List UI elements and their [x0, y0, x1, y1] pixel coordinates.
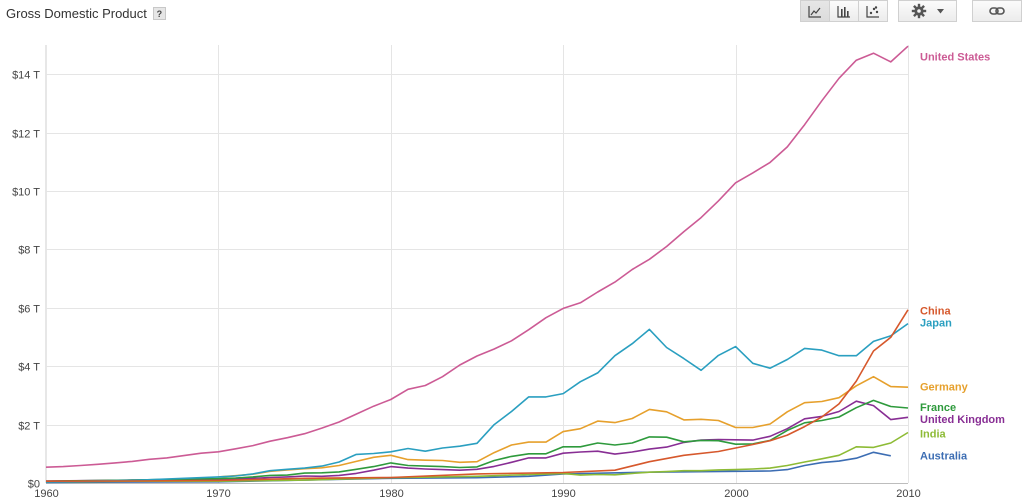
y-tick-label: $6 T: [18, 304, 40, 316]
y-tick-label: $12 T: [12, 129, 40, 141]
scatter-chart-button[interactable]: [859, 0, 888, 22]
x-tick-label: 1960: [34, 488, 58, 500]
series-line-united-states: [45, 45, 909, 468]
y-tick-label: $2 T: [18, 421, 40, 433]
series-label-japan: Japan: [920, 317, 952, 329]
link-menu: [972, 0, 1022, 22]
x-tick-label: 1980: [379, 488, 403, 500]
y-tick-label: $8 T: [18, 245, 40, 257]
series-line-france: [45, 399, 909, 482]
page-title: Gross Domestic Product: [6, 5, 147, 21]
series-line-china: [45, 309, 909, 482]
y-tick-label: $14 T: [12, 70, 40, 82]
series-line-germany: [218, 375, 909, 478]
series-line-india: [45, 431, 909, 483]
caret-down-icon: [937, 8, 944, 13]
series-label-france: France: [920, 402, 956, 414]
series-line-japan: [45, 322, 909, 483]
series-label-united-states: United States: [920, 52, 990, 64]
y-tick-label: $0: [28, 479, 40, 491]
x-tick-label: 2010: [896, 488, 920, 500]
line-chart-icon: [808, 5, 821, 18]
x-tick-label: 1990: [551, 488, 575, 500]
help-button[interactable]: ?: [152, 6, 166, 20]
gear-icon: [911, 3, 927, 19]
link-button[interactable]: [972, 0, 1022, 22]
series-label-germany: Germany: [920, 382, 969, 394]
chart-type-switcher: [800, 0, 888, 22]
series-line-united-kingdom: [45, 400, 909, 482]
series-label-china: China: [920, 306, 951, 318]
bar-chart-button[interactable]: [830, 0, 859, 22]
x-tick-label: 1970: [206, 488, 230, 500]
link-icon: [989, 7, 1005, 15]
bar-chart-icon: [837, 5, 850, 18]
x-tick-label: 2000: [724, 488, 748, 500]
chart-header: Gross Domestic Product ?: [6, 4, 166, 22]
scatter-chart-icon: [866, 5, 879, 18]
y-tick-label: $10 T: [12, 187, 40, 199]
y-tick-label: $4 T: [18, 362, 40, 374]
settings-button[interactable]: [898, 0, 957, 22]
series-label-united-kingdom: United Kingdom: [920, 414, 1005, 426]
settings-menu: [898, 0, 957, 22]
line-chart-button[interactable]: [800, 0, 830, 22]
series-label-australia: Australia: [920, 450, 968, 462]
series-label-india: India: [920, 428, 947, 440]
